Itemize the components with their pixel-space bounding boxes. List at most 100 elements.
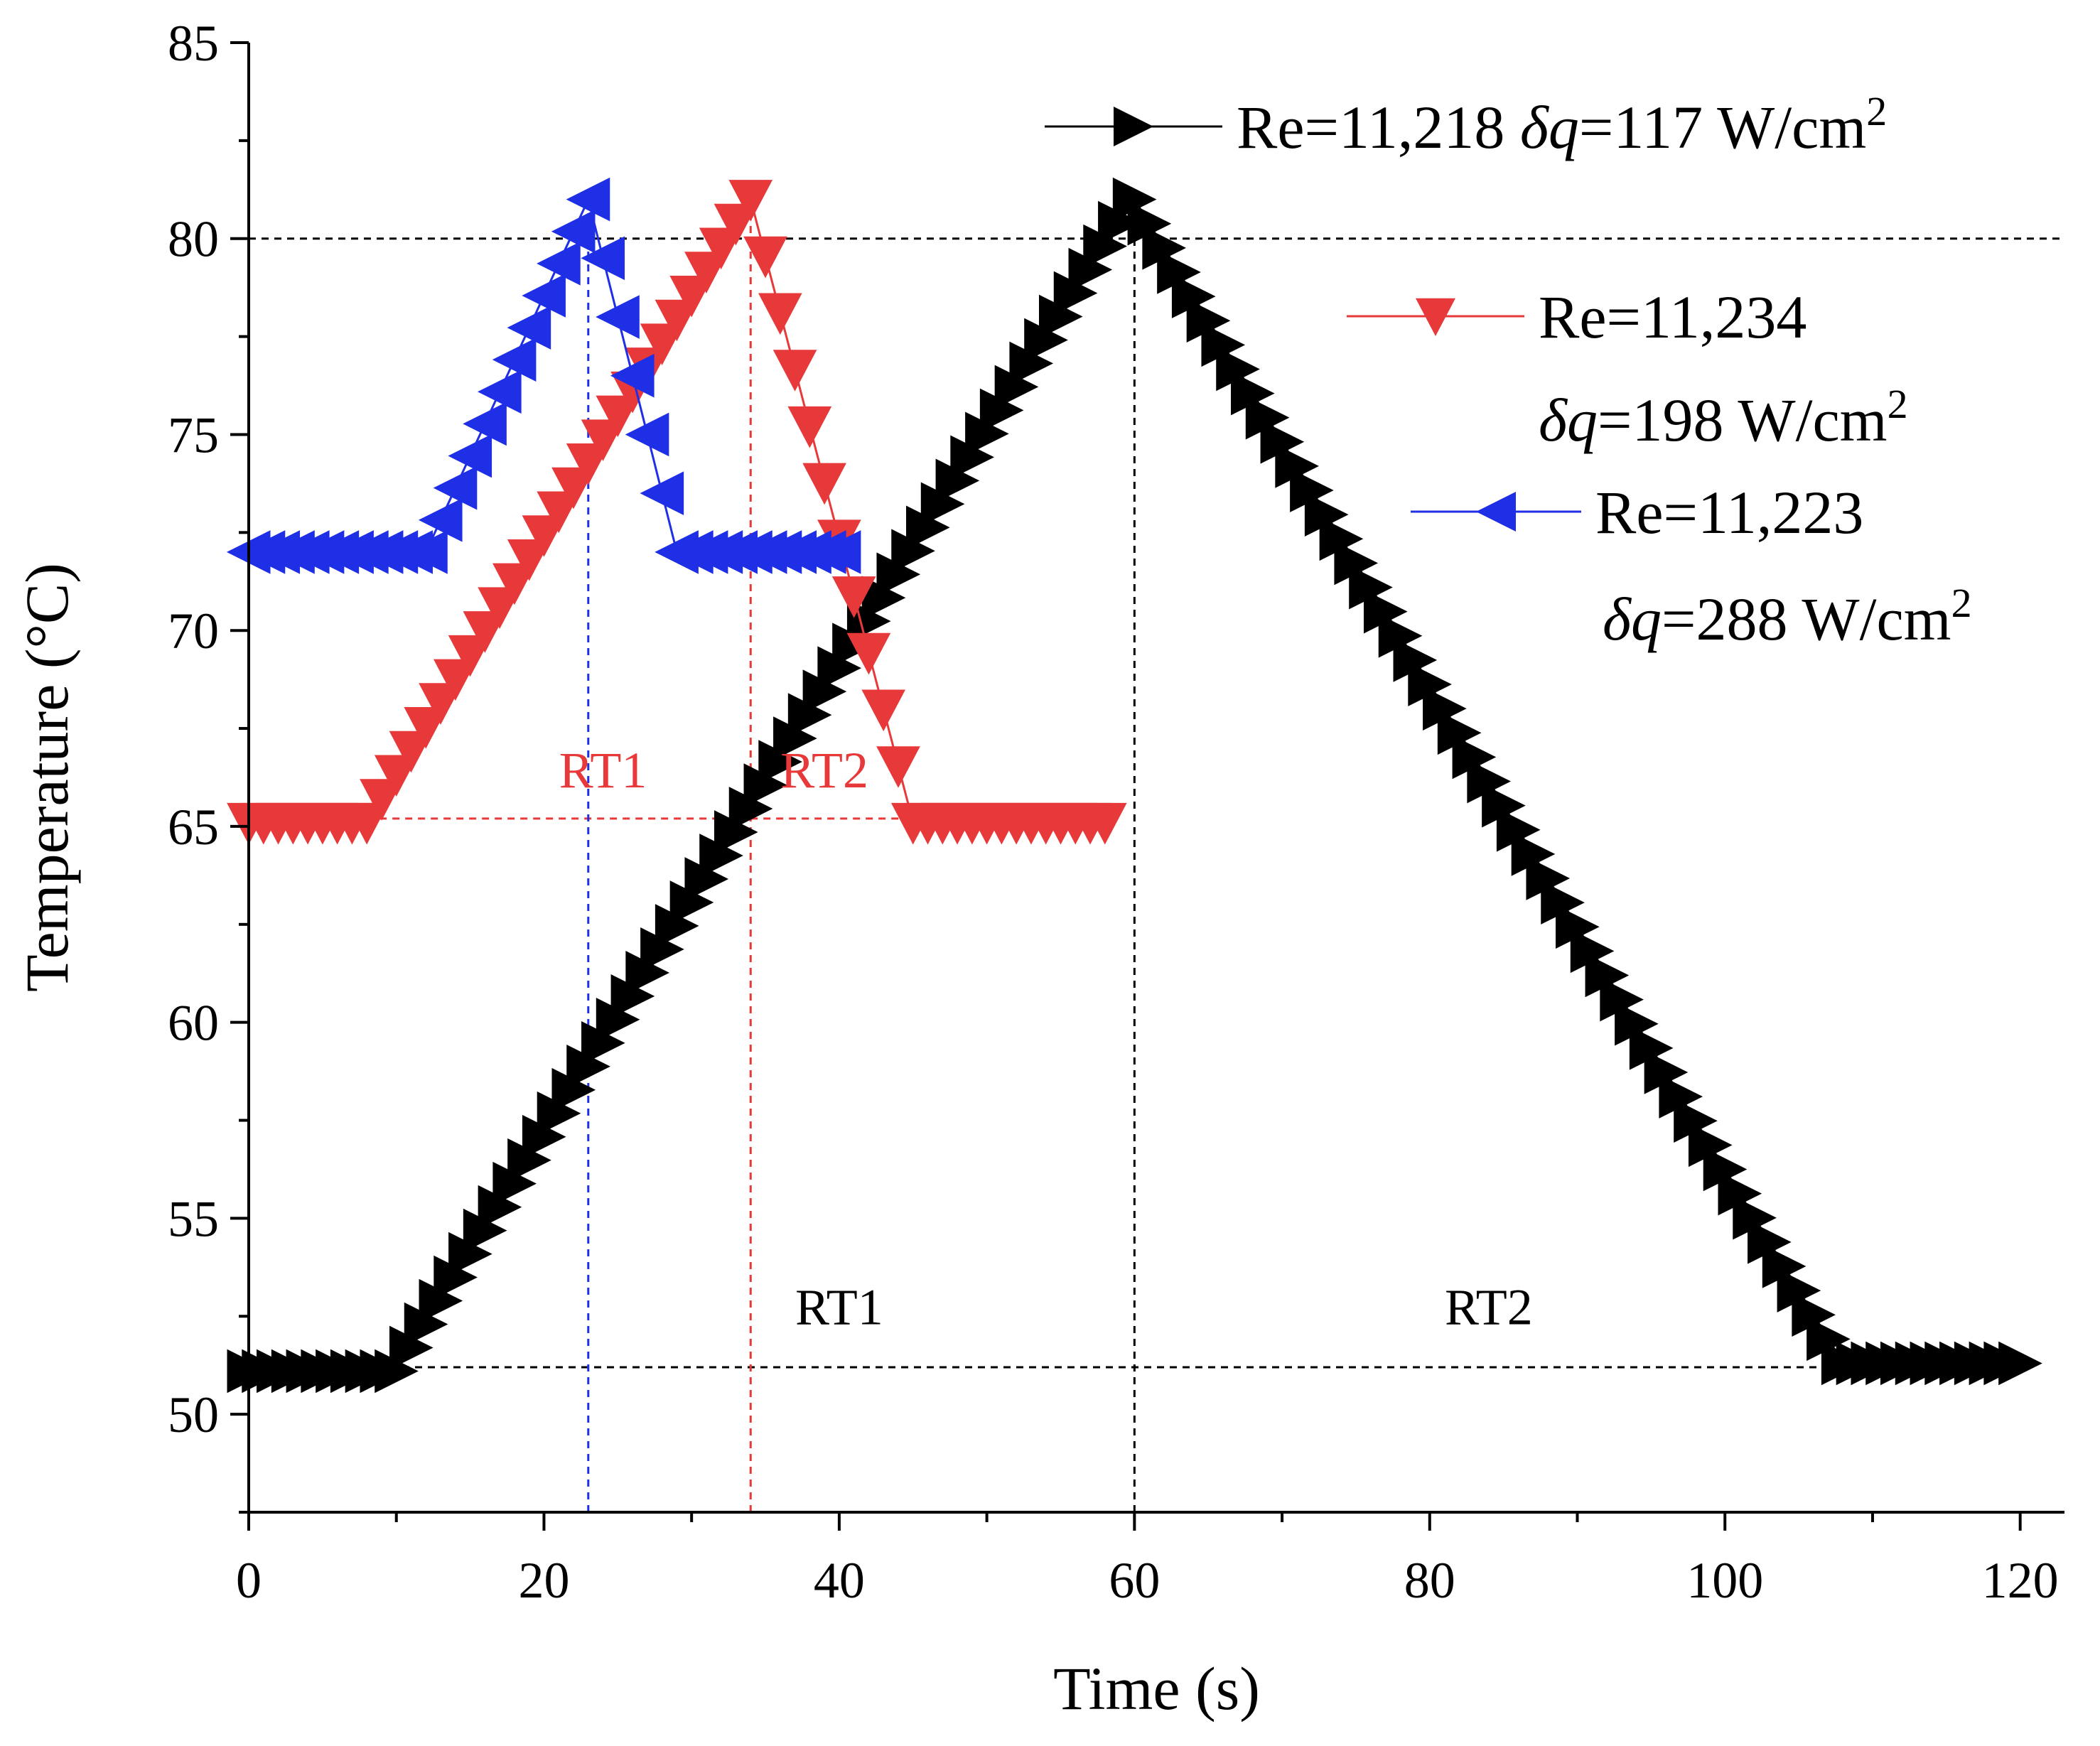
series-1-marker-18 <box>492 563 537 605</box>
series-2-marker-16 <box>463 402 507 446</box>
series-2-marker-23 <box>566 177 610 222</box>
series-1-marker-58 <box>1082 802 1127 845</box>
x-tick-label-1: 20 <box>518 1552 569 1609</box>
series-2 <box>226 177 861 574</box>
y-tick-label-3: 65 <box>168 799 219 856</box>
y-tick-label-2: 60 <box>168 995 219 1052</box>
annotation-rt1-2: RT1 <box>795 1278 883 1335</box>
legend-item-2: Re=11,223 δq=288 W/cm2 <box>1411 478 1972 653</box>
legend-re: Re=11,223 <box>1595 478 1863 546</box>
series-0-marker-120 <box>1998 1341 2042 1386</box>
series-2-marker-22 <box>551 209 596 254</box>
x-tick-label-2: 40 <box>814 1552 865 1609</box>
series-1-marker-30 <box>669 275 714 318</box>
y-tick-label-1: 55 <box>168 1190 219 1247</box>
series-0 <box>227 177 2042 1394</box>
series-1-marker-15 <box>448 635 492 677</box>
series-2-marker-18 <box>492 338 537 382</box>
series-1-marker-9 <box>360 779 404 821</box>
legend-dq-value: =198 W/cm <box>1598 386 1888 454</box>
annotations: RT1 RT2 RT1 RT2 <box>559 742 1533 1336</box>
legend-label-1: Re=11,234 <box>1539 283 1806 351</box>
series-1 <box>227 180 1127 845</box>
annotation-rt1-0: RT1 <box>559 742 647 799</box>
legend-marker-2 <box>1476 492 1516 532</box>
series-1-marker-36 <box>758 293 802 335</box>
series-2-marker-12 <box>404 530 448 574</box>
x-tick-label-5: 100 <box>1686 1552 1763 1609</box>
legend-label-0: Re=11,218 δq=117 W/cm2 <box>1237 88 1887 162</box>
legend-dq-value: =117 W/cm <box>1579 93 1866 161</box>
series-1-marker-28 <box>640 323 684 366</box>
legend-dq-exponent: 2 <box>1951 580 1972 626</box>
series-2-marker-15 <box>448 433 492 478</box>
series-1-marker-13 <box>419 683 463 725</box>
x-tick-label-3: 60 <box>1109 1552 1160 1609</box>
series-1-marker-16 <box>463 611 507 653</box>
series-2-marker-13 <box>418 497 463 542</box>
series-2-marker-17 <box>478 370 522 414</box>
series-2-marker-26 <box>610 353 655 398</box>
series-1-marker-21 <box>537 491 581 534</box>
y-tick-label-5: 75 <box>168 406 219 463</box>
legend-label-2-dq: δq=288 W/cm2 <box>1603 580 1972 654</box>
y-tick-label-4: 70 <box>168 603 219 659</box>
series-1-marker-44 <box>876 746 920 788</box>
series-1-marker-8 <box>345 802 389 845</box>
axes: 0 20 40 60 80 100 120 50 55 60 65 70 75 80 85 Time (s) T… <box>13 15 2064 1723</box>
series-1-marker-29 <box>655 299 699 342</box>
x-tick-label-4: 80 <box>1404 1552 1455 1609</box>
reference-lines <box>249 199 2064 1512</box>
y-tick-label-6: 80 <box>168 211 219 268</box>
legend-marker-0 <box>1114 107 1153 146</box>
x-axis-title: Time (s) <box>1053 1654 1260 1723</box>
series-1-marker-43 <box>861 689 906 732</box>
series-1-marker-42 <box>846 632 891 675</box>
series-1-marker-11 <box>389 731 434 773</box>
series-1-marker-23 <box>566 443 610 485</box>
series-1-marker-24 <box>581 419 625 461</box>
legend-re: Re=11,218 <box>1237 93 1520 161</box>
series-1-marker-14 <box>433 659 478 701</box>
series-1-marker-22 <box>551 467 596 510</box>
legend-dq-symbol: δq <box>1539 386 1598 454</box>
series-1-marker-20 <box>522 515 566 557</box>
annotation-rt2-1: RT2 <box>780 742 868 799</box>
x-tick-label-6: 120 <box>1982 1552 2059 1609</box>
legend-re: Re=11,234 <box>1539 283 1806 351</box>
legend-dq-exponent: 2 <box>1866 88 1887 134</box>
series-2-marker-27 <box>625 412 669 457</box>
series-1-marker-41 <box>831 576 876 618</box>
annotation-rt2-3: RT2 <box>1445 1278 1533 1335</box>
legend-item-0: Re=11,218 δq=117 W/cm2 <box>1045 88 1887 162</box>
legend-dq-value: =288 W/cm <box>1662 585 1951 653</box>
series-1-marker-38 <box>787 406 832 448</box>
legend-dq-symbol: δq <box>1603 585 1662 653</box>
series-1-marker-37 <box>772 350 817 392</box>
legend-label-2: Re=11,223 <box>1595 478 1863 546</box>
series-1-marker-34 <box>728 180 773 222</box>
series-2-marker-19 <box>507 306 551 350</box>
legend-marker-1 <box>1416 298 1455 336</box>
series-1-marker-19 <box>507 539 551 581</box>
series-2-marker-25 <box>596 295 640 339</box>
series-1-marker-39 <box>802 463 846 505</box>
legend-label-1-dq: δq=198 W/cm2 <box>1539 381 1908 455</box>
series-2-marker-40 <box>817 530 861 574</box>
series-1-marker-31 <box>684 252 728 293</box>
series-2-marker-14 <box>433 465 478 510</box>
legend-dq-symbol: δq <box>1520 93 1579 161</box>
x-tick-label-0: 0 <box>236 1552 262 1609</box>
series-group <box>226 177 2042 1394</box>
series-1-marker-17 <box>478 587 522 629</box>
series-1-marker-33 <box>714 203 758 246</box>
legend-item-1: Re=11,234 δq=198 W/cm2 <box>1347 283 1908 454</box>
y-axis-title: Temperature (°C) <box>13 563 81 992</box>
legend-dq-exponent: 2 <box>1888 381 1908 427</box>
series-2-marker-21 <box>537 242 581 286</box>
series-1-marker-10 <box>374 755 419 797</box>
series-2-marker-28 <box>640 471 684 515</box>
series-1-marker-25 <box>596 395 640 438</box>
